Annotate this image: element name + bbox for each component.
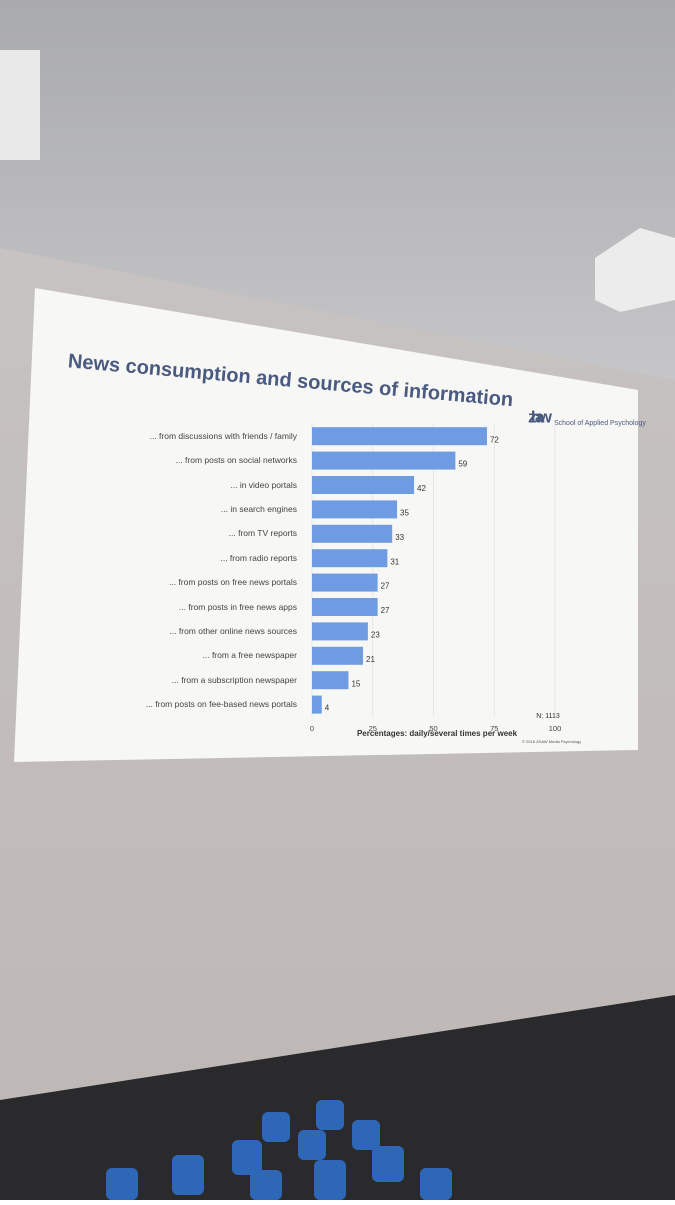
- bar: [312, 451, 456, 470]
- category-label-box: ... from posts on free news portals: [168, 577, 297, 588]
- x-tick-label: 75: [490, 724, 498, 733]
- x-tick-label: 50: [429, 724, 437, 733]
- logo: zh aw: [528, 407, 553, 426]
- value-label: 27: [381, 606, 390, 615]
- x-tick-label: 25: [369, 724, 377, 733]
- category-label: ... from other online news sources: [169, 625, 297, 636]
- value-label: 21: [366, 655, 375, 664]
- bar: [312, 476, 415, 494]
- bar: [312, 427, 487, 446]
- category-label: ... from a free newspaper: [202, 650, 298, 661]
- category-label-box: ... from TV reports: [228, 528, 297, 539]
- category-label-box: ... from radio reports: [220, 552, 297, 563]
- category-label: ... in search engines: [220, 503, 297, 514]
- category-label: ... in video portals: [230, 479, 297, 490]
- sample-note: N: 1113: [536, 713, 560, 720]
- ceiling: [0, 0, 675, 380]
- x-axis-label: Percentages: daily/several times per wee…: [357, 729, 518, 738]
- value-label: 27: [381, 582, 390, 591]
- bar: [312, 646, 364, 665]
- x-tick-label: 0: [310, 724, 314, 733]
- value-label: 42: [417, 484, 426, 493]
- footer: © 2018 ZHAW Media Psychology: [522, 739, 581, 744]
- value-label: 31: [390, 557, 399, 566]
- bar: [312, 695, 322, 714]
- value-label: 59: [458, 460, 467, 469]
- value-label: 72: [490, 435, 499, 444]
- projector: [595, 228, 675, 312]
- bar: [312, 671, 349, 690]
- x-tick-label: 100: [549, 724, 562, 733]
- category-label-box: ... from discussions with friends / fami…: [149, 430, 297, 441]
- category-label: ... from radio reports: [220, 552, 297, 563]
- category-label: ... from posts on fee-based news portals: [145, 699, 297, 710]
- light-fixture: [0, 50, 40, 160]
- category-label: ... from posts on social networks: [175, 455, 297, 466]
- institution: School of Applied Psychology: [554, 420, 646, 427]
- category-label-box: ... from other online news sources: [169, 625, 297, 636]
- value-label: 15: [351, 679, 360, 688]
- bar: [312, 524, 393, 543]
- bar: [312, 573, 378, 592]
- value-label: 23: [371, 631, 380, 640]
- bottles: [106, 1100, 452, 1200]
- value-label: 33: [395, 533, 404, 542]
- bar: [312, 549, 388, 568]
- category-label: ... from TV reports: [228, 528, 297, 539]
- value-label: 4: [325, 704, 330, 713]
- category-label-box: ... from posts in free news apps: [178, 601, 297, 612]
- category-label: ... from a subscription newspaper: [171, 674, 297, 685]
- bar: [312, 500, 398, 519]
- category-label: ... from posts in free news apps: [178, 601, 297, 612]
- category-label-box: ... from a free newspaper: [202, 650, 298, 661]
- value-label: 35: [400, 509, 409, 518]
- category-label: ... from discussions with friends / fami…: [149, 430, 297, 441]
- category-label: ... from posts on free news portals: [168, 577, 297, 588]
- bar: [312, 622, 368, 641]
- category-label-box: ... from a subscription newspaper: [171, 674, 297, 685]
- category-label-box: ... from posts on fee-based news portals: [145, 699, 297, 710]
- floor: [0, 995, 675, 1200]
- category-label-box: ... in video portals: [230, 479, 297, 490]
- category-label-box: ... in search engines: [220, 503, 297, 514]
- bar: [312, 598, 378, 616]
- category-label-box: ... from posts on social networks: [175, 455, 297, 466]
- chart: 0 25 50 75 100 ... from discussions with frie…: [145, 424, 562, 733]
